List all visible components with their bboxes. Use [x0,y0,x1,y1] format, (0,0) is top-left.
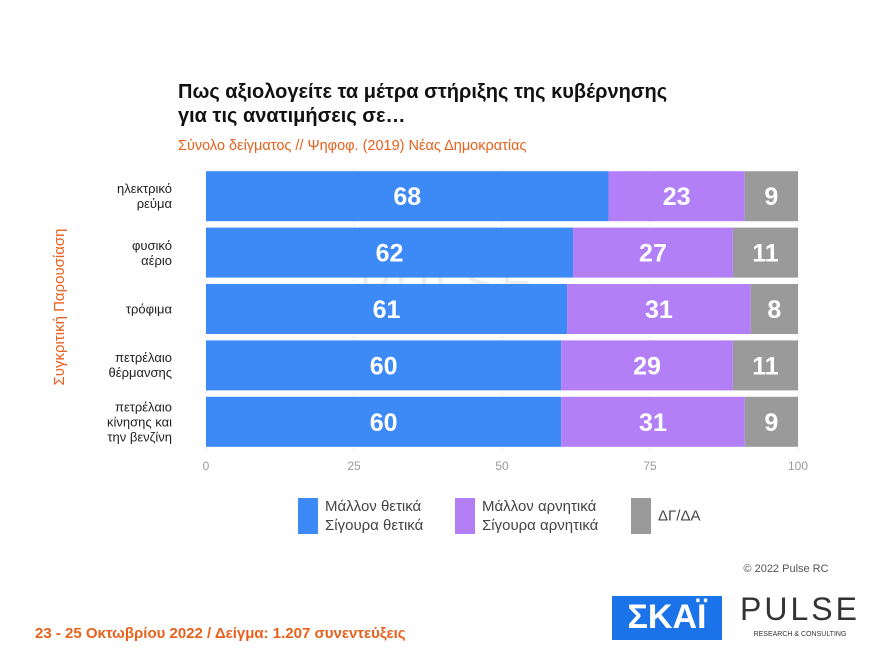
data-label: 60 [370,409,398,437]
bar-segment [744,171,798,222]
bar-segment [206,284,568,334]
x-tick-label: 0 [203,459,210,473]
legend-swatch [298,498,318,534]
bar-segment [206,396,562,447]
data-label: 8 [767,296,781,324]
category-label: τρόφιμα [125,301,172,317]
category-label: ηλεκτρικό ρεύμα [116,181,172,212]
footer: 23 - 25 Οκτωβρίου 2022 / Δείγμα: 1.207 σ… [35,625,406,642]
bar-segment [567,284,751,334]
data-label: 61 [373,296,401,324]
x-tick-label: 75 [643,459,657,473]
x-tick-label: 50 [495,459,509,473]
pulse-logo: PULSE [740,591,860,627]
copyright: © 2022 Pulse RC [743,563,828,575]
bar-segment [206,227,574,278]
data-label: 11 [752,352,779,380]
legend-swatch [455,498,475,534]
data-label: 11 [752,240,779,268]
bar-segment [608,171,745,222]
legend-label: ΔΓ/ΔΑ [658,507,701,525]
x-tick-label: 25 [347,459,361,473]
data-label: 23 [663,183,691,211]
bar-segment [561,340,733,391]
data-label: 29 [633,352,661,380]
data-label: 31 [639,409,667,437]
chart-title: Πως αξιολογείτε τα μέτρα στήριξης της κυ… [178,81,668,127]
y-axis-label: Συγκριτική Παρουσίαση [51,228,68,385]
bar-segment [561,396,745,447]
bar-segment [206,171,609,222]
legend-swatch [631,498,651,534]
data-label: 62 [376,240,404,268]
data-label: 31 [645,296,673,324]
data-label: 9 [764,183,778,211]
bar-segment [573,227,733,278]
bar-segment [206,340,562,391]
x-tick-label: 100 [788,459,808,473]
data-label: 60 [370,352,398,380]
data-label: 27 [639,240,667,268]
pulse-sub: RESEARCH & CONSULTING [754,631,847,638]
legend-label: Μάλλον θετικά Σίγουρα θετικά [325,498,424,534]
bar-segment [750,284,798,334]
data-label: 68 [393,183,421,211]
subtitle: Σύνολο δείγματος // Ψηφοφ. (2019) Νέας Δ… [178,138,526,154]
category-label: πετρέλαιο θέρμανσης [108,350,172,381]
category-label: πετρέλαιο κίνησης και την βενζίνη [107,399,172,445]
legend-label: Μάλλον αρνητικά Σίγουρα αρνητικά [482,498,599,534]
data-label: 9 [764,409,778,437]
category-label: φυσικό αέριο [131,237,172,268]
skai-logo: ΣΚΑΪ [628,598,709,636]
bar-segment [732,340,798,391]
skai-logo-bg [612,596,722,640]
bar-segment [744,396,798,447]
bar-segment [732,227,798,278]
